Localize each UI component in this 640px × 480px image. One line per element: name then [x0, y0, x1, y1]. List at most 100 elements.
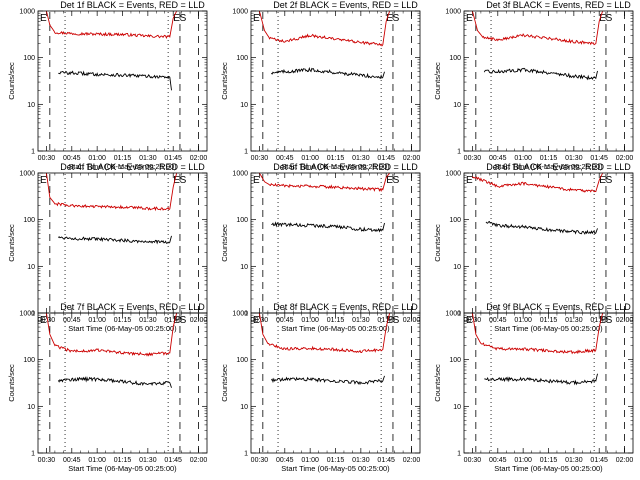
y-tick-label: 1000: [19, 311, 35, 318]
marker-label: S: [180, 13, 187, 24]
y-tick-label: 100: [236, 357, 248, 364]
marker-label: E: [253, 175, 260, 186]
y-tick-label: 10: [27, 404, 35, 411]
x-tick-label: 01:30: [139, 155, 157, 162]
y-tick-label: 10: [453, 404, 461, 411]
x-tick-label: 00:45: [489, 155, 507, 162]
panel-2: Det 2f BLACK = Events, RED = LLD 1 10 100 10…: [220, 0, 420, 171]
x-tick-label: 00:45: [276, 155, 294, 162]
x-tick-label: 01:45: [377, 155, 395, 162]
y-tick-label: 1: [31, 149, 35, 156]
plot-frame: [37, 312, 208, 454]
x-tick-label: 01:00: [88, 317, 106, 324]
x-axis-label: Start Time (06-May-05 00:25:00): [68, 464, 177, 473]
y-axis-label: Counts/sec: [220, 62, 229, 100]
x-tick-label: 00:30: [38, 457, 56, 464]
panel-title: Det 9f BLACK = Events, RED = LLD: [486, 302, 631, 312]
x-tick-label: 01:30: [139, 317, 157, 324]
marker-label: E: [40, 175, 47, 186]
y-tick-label: 1: [457, 311, 461, 318]
x-tick-label: 01:00: [514, 457, 532, 464]
marker-label: S: [393, 315, 400, 326]
y-tick-label: 100: [236, 55, 248, 62]
x-tick-label: 00:30: [38, 155, 56, 162]
marker-label: E: [173, 175, 180, 186]
lld-rate-line: [472, 313, 604, 355]
marker-label: E: [386, 175, 393, 186]
y-axis-label: Counts/sec: [220, 364, 229, 402]
x-tick-label: 01:30: [352, 155, 370, 162]
panel-title: Det 6f BLACK = Events, RED = LLD: [486, 162, 631, 172]
marker-label: E: [253, 13, 260, 24]
marker-label: S: [180, 315, 187, 326]
marker-label: E: [466, 13, 473, 24]
y-axis-label: Counts/sec: [433, 364, 442, 402]
plot-frame: [250, 312, 421, 454]
plot-frame: [463, 172, 634, 314]
events-rate-line: [483, 67, 598, 81]
x-tick-label: 00:45: [63, 317, 81, 324]
y-tick-label: 1: [457, 451, 461, 458]
y-tick-label: 1: [244, 311, 248, 318]
x-tick-label: 01:00: [514, 155, 532, 162]
lld-rate-line: [259, 11, 390, 47]
x-tick-label: 01:45: [164, 317, 182, 324]
panel-7: Det 7f BLACK = Events, RED = LLD11010010…: [7, 302, 207, 473]
panel-title: Det 3f BLACK = Events, RED = LLD: [486, 0, 631, 10]
plot-frame: [250, 10, 421, 152]
x-tick-label: 02:00: [616, 457, 634, 464]
marker-label: E: [386, 13, 393, 24]
x-tick-label: 01:45: [377, 457, 395, 464]
y-tick-label: 1000: [232, 171, 248, 178]
x-tick-label: 01:00: [88, 457, 106, 464]
marker-label: S: [606, 175, 613, 186]
y-tick-label: 1000: [445, 9, 461, 16]
lld-rate-line: [46, 313, 178, 357]
x-tick-label: 01:45: [377, 317, 395, 324]
events-rate-line: [58, 70, 172, 91]
x-tick-label: 01:15: [114, 317, 132, 324]
x-tick-label: 00:30: [464, 457, 482, 464]
x-tick-label: 01:45: [164, 457, 182, 464]
x-tick-label: 01:15: [540, 317, 558, 324]
marker-label: S: [606, 315, 613, 326]
x-tick-label: 01:00: [88, 155, 106, 162]
y-tick-label: 100: [449, 357, 461, 364]
x-tick-label: 01:15: [327, 317, 345, 324]
x-tick-label: 01:15: [327, 457, 345, 464]
x-tick-label: 01:45: [164, 155, 182, 162]
y-tick-label: 1000: [19, 9, 35, 16]
x-tick-label: 01:30: [565, 317, 583, 324]
x-tick-label: 00:30: [251, 155, 269, 162]
events-rate-line: [57, 376, 172, 388]
panel-6: Det 6f BLACK = Events, RED = LLD 1 10 100 10…: [433, 162, 633, 333]
lld-rate-line: [472, 173, 603, 193]
panel-title: Det 2f BLACK = Events, RED = LLD: [273, 0, 418, 10]
y-tick-label: 1000: [19, 171, 35, 178]
x-tick-label: 01:15: [327, 155, 345, 162]
panel-title: Det 4f BLACK = Events, RED = LLD: [60, 162, 205, 172]
marker-label: E: [40, 315, 47, 326]
marker-label: E: [173, 315, 180, 326]
x-tick-label: 02:00: [403, 457, 421, 464]
lld-rate-line: [472, 11, 603, 46]
marker-label: E: [253, 315, 260, 326]
x-tick-label: 00:45: [63, 155, 81, 162]
y-tick-label: 10: [240, 264, 248, 271]
marker-label: S: [606, 13, 613, 24]
y-tick-label: 1: [31, 451, 35, 458]
x-tick-label: 02:00: [190, 457, 208, 464]
x-tick-label: 00:45: [276, 317, 294, 324]
x-axis-label: Start Time (06-May-05 00:25:00): [68, 324, 177, 333]
x-tick-label: 01:30: [565, 155, 583, 162]
panel-8: Det 8f BLACK = Events, RED = LLD11010010…: [220, 302, 420, 473]
x-tick-label: 00:30: [464, 317, 482, 324]
x-tick-label: 01:30: [352, 457, 370, 464]
marker-label: S: [393, 175, 400, 186]
x-axis-label: Start Time (06-May-05 00:25:00): [494, 324, 603, 333]
marker-label: E: [386, 315, 393, 326]
x-tick-label: 01:45: [590, 317, 608, 324]
events-rate-line: [485, 220, 598, 235]
x-tick-label: 01:00: [514, 317, 532, 324]
x-tick-label: 02:00: [190, 155, 208, 162]
